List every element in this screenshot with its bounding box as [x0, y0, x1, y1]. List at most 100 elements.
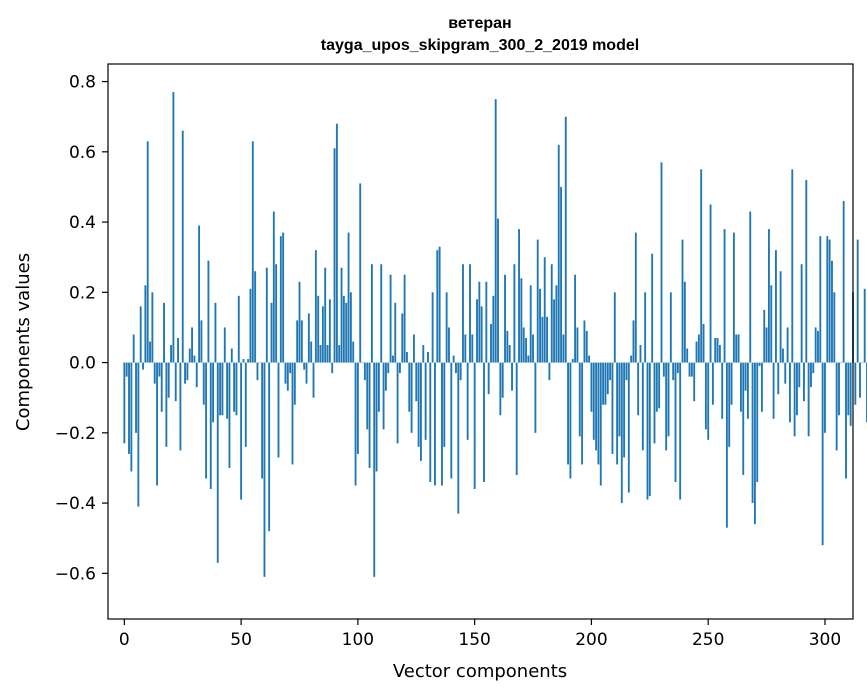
bar [314, 250, 317, 363]
bar [620, 362, 623, 504]
bar [861, 362, 864, 364]
bar [784, 362, 787, 384]
bar [184, 362, 186, 384]
bar [293, 362, 296, 405]
bar [667, 362, 670, 437]
bar [737, 334, 740, 363]
bar [296, 320, 299, 363]
bar [518, 229, 520, 363]
bar [660, 162, 663, 363]
bar [244, 362, 247, 447]
bar [751, 362, 754, 504]
bar [817, 330, 819, 363]
bar [137, 362, 140, 507]
bar [375, 362, 378, 472]
bar [254, 271, 257, 363]
bar [335, 123, 338, 363]
bar [571, 359, 574, 363]
bar [763, 309, 766, 363]
bar [789, 362, 791, 423]
y-tick-label: 0.4 [69, 213, 96, 233]
bar [277, 362, 280, 458]
bar [398, 362, 401, 374]
bar [630, 355, 633, 363]
bar [714, 337, 717, 363]
bar [209, 362, 212, 490]
bar [697, 334, 700, 363]
bar [307, 313, 310, 363]
bar [303, 362, 306, 370]
bar [476, 299, 478, 363]
x-tick-label: 200 [575, 630, 607, 650]
y-tick-label: 0.2 [69, 283, 96, 303]
bar [665, 362, 668, 451]
bar [543, 257, 546, 363]
bar [744, 362, 747, 391]
bar [807, 362, 810, 437]
bar [497, 218, 499, 363]
bar [310, 341, 313, 363]
bar [459, 362, 462, 381]
bar [775, 250, 777, 363]
bar [504, 274, 506, 363]
bar [123, 362, 126, 444]
bar [716, 337, 719, 363]
bar [384, 362, 387, 391]
bar [279, 236, 282, 363]
plot-frame [107, 63, 854, 620]
bar [534, 362, 537, 433]
bar [258, 362, 261, 364]
bar [228, 362, 231, 468]
bar [791, 169, 794, 363]
bar [249, 288, 252, 363]
bar [625, 362, 628, 381]
bar [441, 362, 443, 486]
chart-title: ветеран [448, 15, 511, 32]
bar [391, 355, 394, 363]
bar [179, 362, 182, 451]
bar [786, 327, 789, 363]
bar [728, 362, 731, 447]
bar [326, 345, 329, 363]
bar [604, 362, 607, 405]
bar [256, 362, 259, 381]
y-axis: −0.6 −0.4 −0.2 0.0 0.2 0.4 0.6 0.8 [55, 73, 108, 584]
bar [214, 302, 217, 363]
x-tick-label: 150 [458, 630, 490, 650]
bar [623, 362, 626, 458]
bar [585, 330, 588, 363]
bar [782, 348, 784, 363]
bar [291, 362, 294, 465]
bar-series [123, 92, 867, 577]
bar [569, 362, 572, 479]
bar [760, 362, 763, 412]
bar [557, 144, 560, 363]
bar [216, 362, 219, 563]
bar [583, 320, 586, 363]
bar [300, 320, 303, 363]
bar [511, 362, 513, 391]
bar [191, 327, 194, 363]
bar [613, 292, 616, 363]
bar [506, 330, 509, 363]
bar [469, 264, 471, 363]
x-tick-label: 0 [119, 630, 130, 650]
bar [144, 285, 147, 363]
bar [177, 337, 179, 363]
chart-subtitle: tayga_upos_skipgram_300_2_2019 model [321, 37, 639, 54]
bar [742, 362, 745, 475]
bar [445, 292, 448, 363]
bar [377, 362, 380, 412]
bar [803, 362, 805, 402]
bar [690, 362, 693, 377]
bar [725, 362, 728, 528]
bar [490, 323, 492, 363]
bar [403, 274, 406, 363]
bar [576, 327, 579, 363]
bar [674, 362, 677, 483]
bar [424, 362, 427, 440]
bar [466, 362, 469, 440]
bar [550, 264, 553, 363]
bar [368, 362, 371, 468]
